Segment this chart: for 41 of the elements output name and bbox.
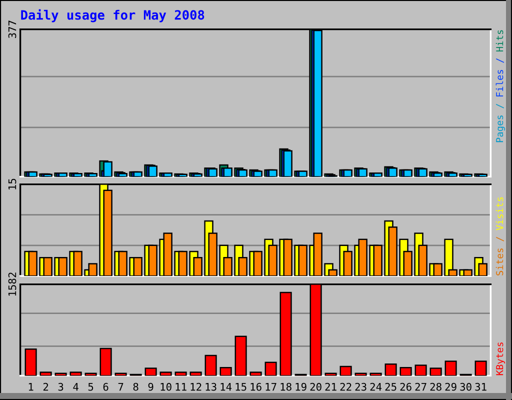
x-tick-label: 28 <box>430 382 442 391</box>
x-tick-label: 6 <box>103 382 108 391</box>
y-tick-label: 1582 <box>8 272 16 296</box>
x-tick-label: 16 <box>250 382 262 391</box>
y-tick-label: 15 <box>8 178 16 190</box>
x-tick-label: 10 <box>160 382 172 391</box>
x-tick-label: 7 <box>118 383 124 391</box>
x-tick-label: 27 <box>415 382 426 391</box>
y-tick-label: 377 <box>8 20 16 38</box>
x-tick-label: 13 <box>206 382 216 391</box>
x-tick-label: 8 <box>133 382 138 391</box>
x-tick-label: 5 <box>88 383 94 391</box>
x-tick-label: 9 <box>148 382 154 391</box>
x-tick-label: 3 <box>58 382 64 391</box>
text: Visits <box>496 197 504 230</box>
x-tick-label: 11 <box>176 383 186 391</box>
x-tick-label: 14 <box>220 383 232 391</box>
x-tick-label: 29 <box>445 382 456 391</box>
x-tick-label: 12 <box>190 382 202 391</box>
x-tick-label: 4 <box>73 383 78 391</box>
x-tick-label: 21 <box>325 382 336 391</box>
x-tick-label: 23 <box>355 382 366 391</box>
text: Files / <box>496 58 504 96</box>
x-tick-label: 20 <box>310 382 322 391</box>
text: Pages / <box>496 104 506 142</box>
text: Hits <box>496 30 504 52</box>
x-tick-label: 15 <box>236 383 246 391</box>
x-tick-label: 1 <box>28 383 34 391</box>
x-tick-label: 25 <box>385 382 396 391</box>
x-tick-label: 22 <box>340 382 352 391</box>
x-tick-label: 2 <box>43 382 48 391</box>
x-tick-label: 18 <box>280 382 292 391</box>
x-tick-label: 31 <box>475 382 486 391</box>
x-tick-label: 24 <box>370 382 382 391</box>
chart-title: Daily usage for May 2008 <box>21 9 204 22</box>
x-tick-label: 26 <box>400 382 412 391</box>
x-tick-label: 17 <box>266 383 276 391</box>
x-tick-label: 30 <box>460 382 472 391</box>
text: Sites / <box>496 236 504 276</box>
text: KBytes <box>496 342 506 376</box>
x-tick-label: 19 <box>296 382 306 391</box>
